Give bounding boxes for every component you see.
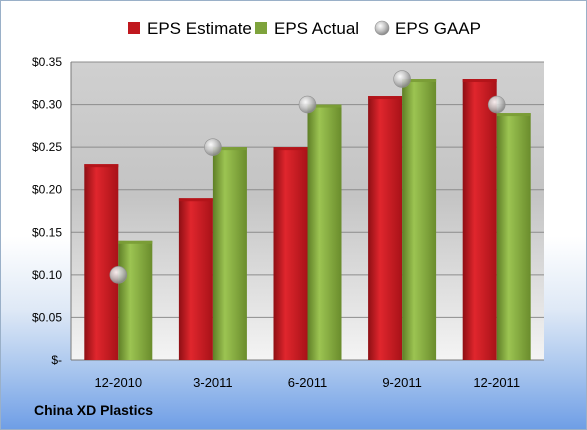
bar-eps-actual xyxy=(212,147,247,360)
legend-label: EPS Actual xyxy=(274,19,359,38)
x-tick-label: 12-2010 xyxy=(94,375,142,390)
y-tick-label: $0.15 xyxy=(32,225,62,239)
y-tick-label: $0.20 xyxy=(32,183,62,197)
legend-swatch xyxy=(255,22,267,34)
y-tick-label: $- xyxy=(51,353,62,367)
x-tick-label: 12-2011 xyxy=(473,375,520,390)
legend-label: EPS Estimate xyxy=(147,19,252,38)
legend-item-eps-gaap: EPS GAAP xyxy=(374,19,481,38)
gaap-marker xyxy=(298,95,317,114)
y-tick-label: $0.10 xyxy=(32,268,62,282)
bar-eps-actual xyxy=(402,79,437,361)
legend-swatch xyxy=(374,20,390,36)
company-name: China XD Plastics xyxy=(34,402,154,418)
bar-eps-actual xyxy=(496,113,531,360)
gaap-marker xyxy=(109,266,128,284)
bar-eps-estimate xyxy=(84,164,119,360)
legend-item-eps-estimate: EPS Estimate xyxy=(128,19,252,38)
legend: EPS Estimate EPS Actual EPS GAAP xyxy=(128,19,481,38)
legend-label: EPS GAAP xyxy=(395,19,481,38)
y-tick-label: $0.05 xyxy=(32,310,62,324)
plot-area: $- $0.05 $0.10 $0.15 $0.20 $0.25 $0.30 $0.35 12-… xyxy=(32,55,544,390)
y-tick-label: $0.35 xyxy=(32,55,62,69)
bar-eps-estimate xyxy=(178,198,213,360)
gaap-marker xyxy=(487,95,506,114)
bar-eps-estimate xyxy=(462,79,497,361)
bar-eps-estimate xyxy=(273,147,308,360)
x-tick-label: 3-2011 xyxy=(193,375,233,390)
gaap-marker xyxy=(393,70,411,88)
y-tick-label: $0.25 xyxy=(32,140,62,154)
bar-eps-actual xyxy=(118,240,153,360)
bar-eps-estimate xyxy=(368,96,403,361)
bar-eps-actual xyxy=(307,104,342,360)
x-tick-label: 6-2011 xyxy=(288,375,328,390)
legend-item-eps-actual: EPS Actual xyxy=(255,19,359,38)
x-tick-label: 9-2011 xyxy=(382,375,422,390)
y-tick-label: $0.30 xyxy=(32,98,62,112)
gaap-marker xyxy=(204,138,222,156)
legend-swatch xyxy=(128,22,140,34)
